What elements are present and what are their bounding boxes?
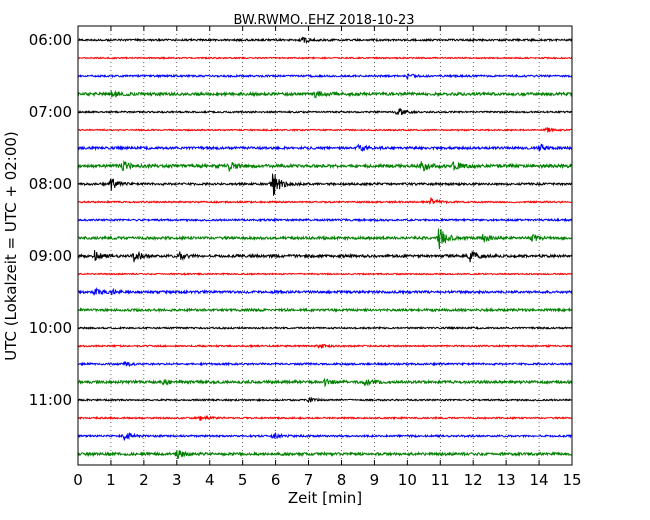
x-tick-label: 5 xyxy=(238,471,248,489)
trace-0615 xyxy=(77,56,573,60)
y-tick-label: 09:00 xyxy=(29,247,72,265)
trace-0600 xyxy=(77,36,573,45)
y-tick-label: 11:00 xyxy=(29,391,72,409)
trace-0815 xyxy=(77,197,573,205)
x-tick-label: 2 xyxy=(139,471,149,489)
chart-title: BW.RWMO..EHZ 2018-10-23 xyxy=(233,13,414,28)
x-tick-label: 9 xyxy=(370,471,380,489)
x-tick-label: 13 xyxy=(497,471,516,489)
trace-0630 xyxy=(77,73,573,80)
x-tick-label: 1 xyxy=(106,471,116,489)
trace-1000 xyxy=(77,325,573,331)
x-tick-label: 12 xyxy=(464,471,483,489)
trace-1100 xyxy=(77,396,573,404)
trace-group xyxy=(77,36,573,460)
y-axis: 06:00 07:00 08:00 09:00 10:00 11:00 xyxy=(29,31,572,409)
trace-0800 xyxy=(77,173,573,196)
trace-1030 xyxy=(77,360,573,368)
x-tick-label: 6 xyxy=(271,471,281,489)
plot-frame xyxy=(77,25,573,466)
x-axis-label: Zeit [min] xyxy=(288,489,362,507)
y-tick-label: 07:00 xyxy=(29,103,72,121)
trace-1145 xyxy=(77,450,573,460)
trace-0845 xyxy=(77,228,573,250)
x-tick-label: 11 xyxy=(431,471,450,489)
trace-1130 xyxy=(77,431,573,441)
x-tick-label: 4 xyxy=(205,471,215,489)
trace-0745 xyxy=(77,159,573,173)
x-tick-label: 3 xyxy=(172,471,182,489)
trace-1015 xyxy=(77,343,573,349)
x-tick-label: 10 xyxy=(398,471,417,489)
trace-0900 xyxy=(77,250,573,263)
trace-0645 xyxy=(77,89,573,99)
y-axis-label: UTC (Lokalzeit = UTC + 02:00) xyxy=(2,131,20,361)
y-tick-label: 06:00 xyxy=(29,31,72,49)
trace-0930 xyxy=(77,287,573,297)
x-tick-label: 0 xyxy=(73,471,83,489)
trace-1045 xyxy=(77,377,573,388)
trace-0915 xyxy=(77,272,573,276)
trace-0945 xyxy=(77,306,573,314)
x-axis: 0 1 2 3 4 5 6 7 8 9 10 11 12 13 14 15 xyxy=(73,26,582,489)
trace-1115 xyxy=(77,415,573,421)
x-tick-label: 8 xyxy=(337,471,347,489)
trace-0830 xyxy=(77,217,573,223)
trace-0730 xyxy=(77,143,573,153)
x-tick-label: 7 xyxy=(304,471,314,489)
y-tick-label: 08:00 xyxy=(29,175,72,193)
trace-0700 xyxy=(77,108,573,116)
y-tick-label: 10:00 xyxy=(29,319,72,337)
x-tick-label: 14 xyxy=(530,471,549,489)
x-tick-label: 15 xyxy=(562,471,581,489)
trace-0715 xyxy=(77,127,573,133)
